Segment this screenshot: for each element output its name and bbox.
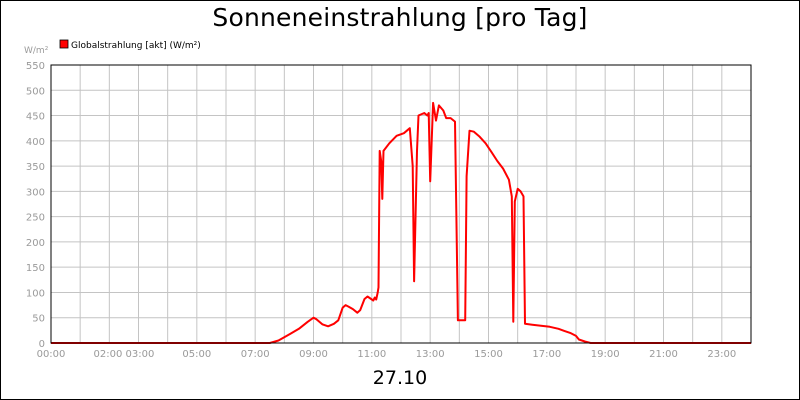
grid [51, 64, 751, 344]
y-tick-label: 300 [26, 187, 45, 198]
y-tick-label: 250 [26, 213, 45, 224]
x-axis-ticks: 00:00 02:00 03:00 05:00 07:00 09:00 11:00 13:0… [37, 349, 737, 360]
legend[interactable]: Globalstrahlung [akt] (W/m²) [59, 39, 201, 51]
x-tick-label: 07:00 [241, 349, 270, 360]
legend-label: Globalstrahlung [akt] (W/m²) [71, 41, 201, 51]
x-tick-label: 23:00 [707, 349, 736, 360]
x-tick-label: 21:00 [649, 349, 678, 360]
x-tick-label: 13:00 [416, 349, 445, 360]
x-tick-label: 15:00 [474, 349, 503, 360]
y-tick-label: 550 [26, 61, 45, 72]
y-tick-label: 400 [26, 137, 45, 148]
date-label: 27.10 [372, 367, 428, 389]
x-tick-label: 11:00 [357, 349, 386, 360]
x-tick-label: 19:00 [591, 349, 620, 360]
y-axis-ticks: 0 50 100 150 200 250 300 350 400 450 500 550 [26, 61, 45, 350]
chart-title: Sonneneinstrahlung [pro Tag] [212, 3, 588, 32]
y-tick-label: 200 [26, 238, 45, 249]
y-unit-label: W/m² [24, 46, 49, 56]
legend-swatch [59, 39, 69, 49]
x-tick-label: 05:00 [182, 349, 211, 360]
y-tick-label: 500 [26, 86, 45, 97]
x-tick-label: 17:00 [532, 349, 561, 360]
x-tick-label: 02:00 03:00 [94, 349, 155, 360]
y-tick-label: 150 [26, 263, 45, 274]
y-tick-label: 0 [39, 339, 45, 350]
y-tick-label: 350 [26, 162, 45, 173]
x-tick-label: 00:00 [37, 349, 66, 360]
y-tick-label: 100 [26, 288, 45, 299]
plot-border [50, 64, 752, 344]
x-tick-label: 09:00 [299, 349, 328, 360]
y-tick-label: 50 [32, 314, 45, 325]
series-line [51, 101, 751, 344]
y-tick-label: 450 [26, 112, 45, 123]
series-layer [51, 101, 751, 344]
